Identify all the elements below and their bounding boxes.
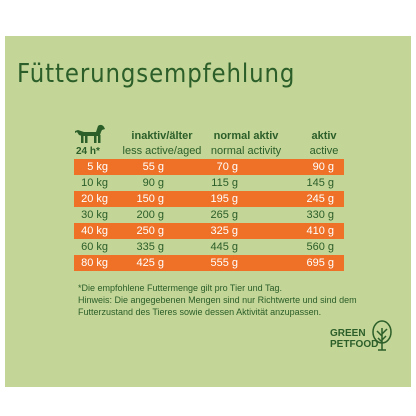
table-row: 20 kg 150 g 195 g 245 g — [74, 191, 344, 207]
table-row: 60 kg 335 g 445 g 560 g — [74, 239, 344, 255]
per-day-label: 24 h* — [76, 146, 100, 157]
brand-logo: GREEN PETFOOD — [330, 328, 379, 350]
table-row: 80 kg 425 g 555 g 695 g — [74, 255, 344, 271]
footnotes: *Die empfohlene Futtermenge gilt pro Tie… — [78, 282, 368, 318]
footnote-hint-continued: Futterzustand des Tieres sowie dessen Ak… — [78, 307, 322, 317]
table-row: 40 kg 250 g 325 g 410 g — [74, 223, 344, 239]
table-row: 30 kg 200 g 265 g 330 g — [74, 207, 344, 223]
footnote-hint: Hinweis: Die angegebenen Mengen sind nur… — [78, 295, 357, 305]
column-header-active: aktiv active — [309, 130, 339, 157]
tree-icon — [372, 320, 392, 351]
column-header-inactive: inaktiv/älter less active/aged — [122, 130, 202, 157]
page-title: Fütterungsempfehlung — [17, 59, 296, 89]
table-row: 5 kg 55 g 70 g 90 g — [74, 159, 344, 175]
column-header-normal: normal aktiv normal activity — [210, 130, 282, 157]
dog-icon — [75, 124, 105, 143]
table-row: 10 kg 90 g 115 g 145 g — [74, 175, 344, 191]
footnote-asterisk: *Die empfohlene Futtermenge gilt pro Tie… — [78, 283, 282, 293]
feeding-table: 5 kg 55 g 70 g 90 g 10 kg 90 g 115 g 145 g 20 … — [74, 159, 344, 271]
